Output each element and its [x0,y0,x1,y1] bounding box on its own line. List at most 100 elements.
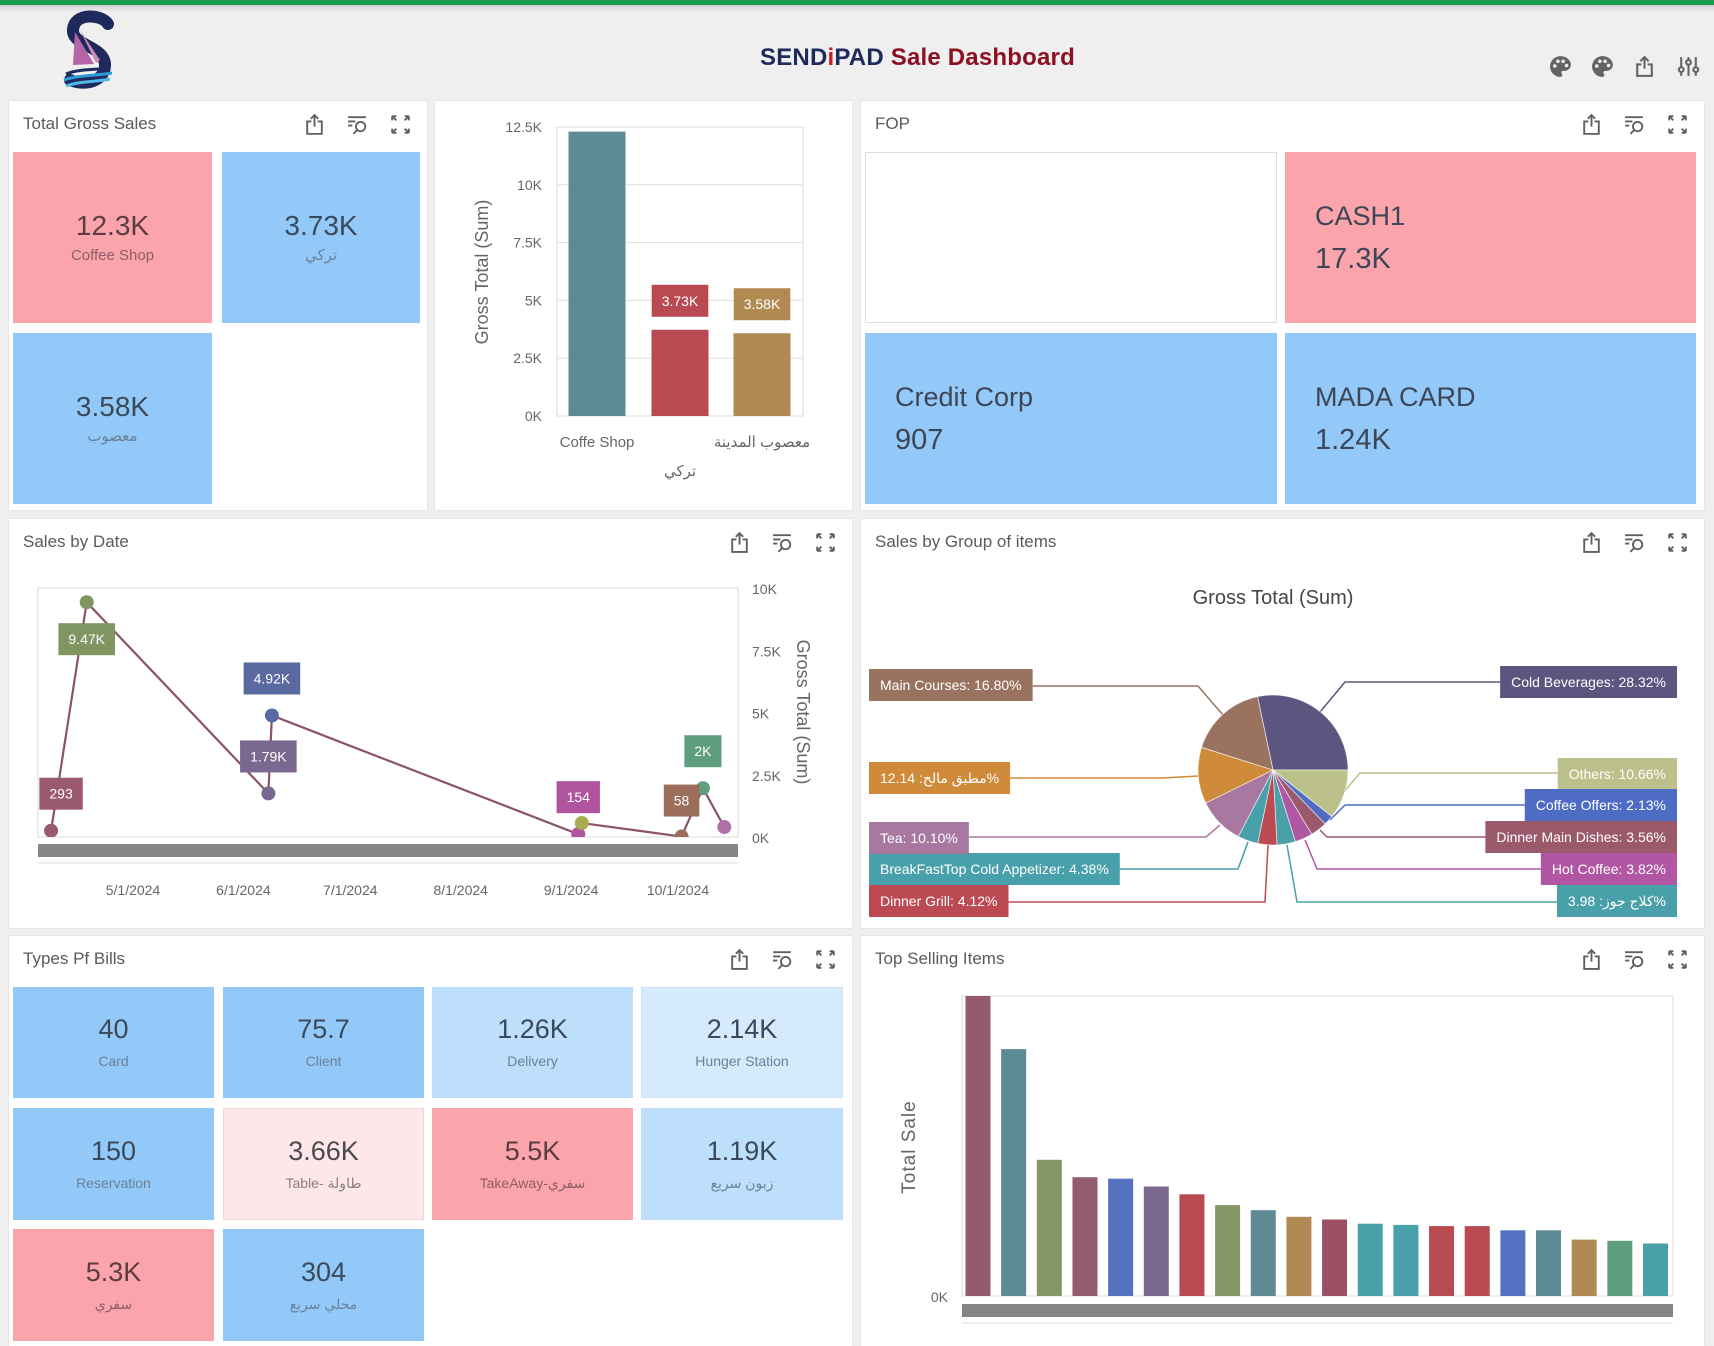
bar[interactable] [1429,1226,1455,1296]
export-icon[interactable] [1579,112,1604,137]
fop-value: 907 [895,423,944,456]
sales-by-date-line-chart: 0K 2.5K 5K 7.5K 10K Gross Total (Sum) 5/1/2024… [37,581,813,898]
export-icon[interactable] [302,112,327,137]
fop-card[interactable]: CASH1 17.3K [1285,152,1696,323]
export-icon[interactable] [727,530,752,555]
bar[interactable] [1001,1049,1027,1296]
sliders-icon[interactable] [1676,54,1701,79]
bill-type-card[interactable]: 5.3K سفري [13,1229,214,1341]
fullscreen-icon[interactable] [1665,947,1690,972]
bill-type-card[interactable]: 75.7 Client [223,987,424,1098]
pie-label-box [869,853,1120,885]
fullscreen-icon[interactable] [813,530,838,555]
kpi-card[interactable]: 3.58K معصوب [13,333,212,504]
bill-type-card[interactable]: 1.19K زبون سريع [641,1108,843,1220]
bill-type-card[interactable]: 150 Reservation [13,1108,214,1220]
y-tick-label: 5K [752,706,770,722]
bill-type-card[interactable]: 304 محلي سريع [223,1229,424,1341]
fop-value: 1.24K [1315,423,1391,456]
bar[interactable] [568,131,626,416]
bar[interactable] [1464,1226,1490,1296]
pie-label-connector [1032,685,1224,716]
export-icon[interactable] [727,947,752,972]
filter-search-icon[interactable] [770,530,795,555]
fullscreen-icon[interactable] [388,112,413,137]
pie-label-text: Main Courses: 16.80% [880,677,1022,693]
palette-icon[interactable] [1590,54,1615,79]
bar[interactable] [965,996,991,1296]
bill-label: Reservation [76,1174,151,1191]
export-icon[interactable] [1579,530,1604,555]
bar[interactable] [1393,1224,1419,1296]
bill-type-card[interactable]: 5.5K TakeAway-سفري [432,1108,633,1220]
panel-title: Top Selling Items [875,949,1005,968]
data-point[interactable] [574,816,589,831]
fullscreen-icon[interactable] [1665,112,1690,137]
bar[interactable] [1500,1230,1526,1296]
fop-card[interactable]: MADA CARD 1.24K [1285,333,1696,504]
fop-card[interactable]: Credit Corp 907 [865,333,1277,504]
sendipad-logo [58,10,122,94]
data-label: 3.73K [651,284,709,317]
data-point[interactable] [261,786,276,801]
bill-value: 304 [300,1256,347,1287]
bill-type-card[interactable]: 1.26K Delivery [432,987,633,1098]
bar[interactable] [1179,1194,1205,1296]
filter-search-icon[interactable] [1622,530,1647,555]
bar[interactable] [1286,1216,1312,1296]
filter-search-icon[interactable] [345,112,370,137]
fullscreen-icon[interactable] [1665,530,1690,555]
top-accent-bar [0,0,1714,5]
bar[interactable] [1036,1159,1062,1296]
fop-value: 17.3K [1315,242,1391,275]
data-point[interactable] [264,708,279,723]
data-label: 1.79K [240,740,297,773]
fop-card-empty[interactable] [865,152,1277,323]
bar[interactable] [1571,1239,1597,1296]
bar[interactable] [1357,1223,1383,1296]
bill-type-card[interactable]: 2.14K Hunger Station [641,987,843,1098]
bar[interactable] [1322,1219,1348,1297]
filter-search-icon[interactable] [1622,947,1647,972]
pie-slice[interactable] [1201,696,1274,771]
export-icon[interactable] [1632,54,1657,79]
range-scrollbar[interactable] [962,1304,1673,1317]
pie-label-text: Tea: 10.10% [880,830,958,846]
pie-label-connector [968,824,1221,838]
pie-slice[interactable] [1256,694,1349,771]
range-scrollbar[interactable] [38,844,738,857]
kpi-card[interactable]: 12.3K Coffee Shop [13,152,212,323]
bill-type-card[interactable]: 40 Card [13,987,214,1098]
bar[interactable] [1643,1243,1668,1297]
bar[interactable] [1607,1240,1633,1296]
bar[interactable] [733,333,791,416]
sales-by-group-pie-chart: Gross Total (Sum) Cold Beverages: 28.32% O… [869,587,1677,917]
brand-pad: PAD [834,44,884,71]
brand-send: SEND [760,44,828,71]
y-tick-label: 10K [517,177,543,193]
data-point[interactable] [79,595,94,610]
kpi-card[interactable]: 3.73K تركي [222,152,420,323]
panel-title: Types Pf Bills [23,949,126,968]
data-point[interactable] [717,820,732,835]
data-point[interactable] [695,781,710,796]
filter-search-icon[interactable] [770,947,795,972]
bill-value: 75.7 [297,1014,350,1044]
data-label-text: 154 [567,789,591,805]
data-point[interactable] [674,829,689,844]
palette-icon[interactable] [1548,54,1573,79]
pie-label-box [1557,758,1677,790]
bar[interactable] [651,329,709,416]
bar[interactable] [1536,1230,1562,1296]
bar[interactable] [1215,1205,1241,1296]
bar[interactable] [1143,1186,1169,1297]
data-point[interactable] [44,823,59,838]
bar[interactable] [1072,1177,1098,1296]
data-label-text: 2K [694,743,712,759]
fullscreen-icon[interactable] [813,947,838,972]
bar[interactable] [1250,1210,1276,1296]
bill-type-card[interactable]: 3.66K Table- طاولة [223,1108,424,1220]
export-icon[interactable] [1579,947,1604,972]
filter-search-icon[interactable] [1622,112,1647,137]
bar[interactable] [1108,1178,1134,1296]
